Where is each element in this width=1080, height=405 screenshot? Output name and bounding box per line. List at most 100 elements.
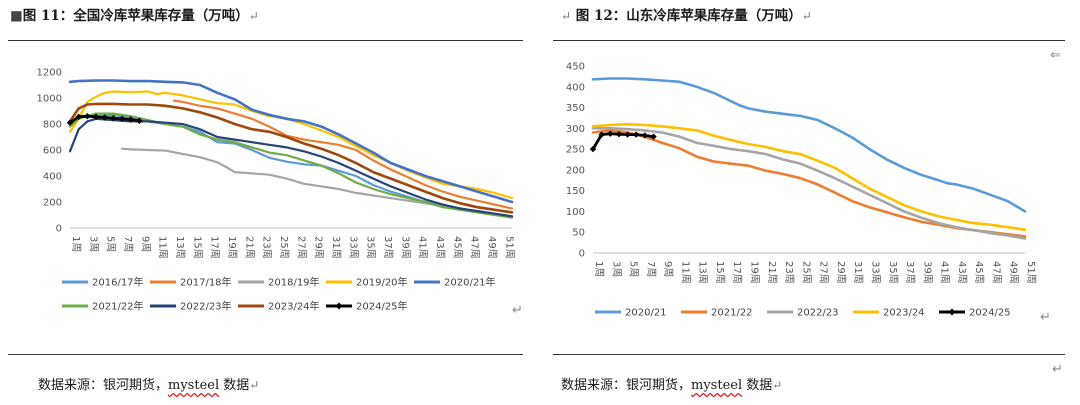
- chart-title-shandong-text: 图 12：山东冷库苹果库存量（万吨）: [575, 8, 802, 24]
- series-line: [591, 122, 1027, 231]
- x-tick-label: 21周: [766, 261, 778, 284]
- chart-shandong-svg: 0 50 100 150 200 250 300 350 400 450 1周 3周 5周 7周 9周 11周…: [566, 62, 1037, 319]
- source-tail: 数据: [223, 378, 250, 393]
- x-tick-label: 17周: [731, 261, 743, 284]
- y-tick-label: 350: [566, 103, 585, 114]
- y-tick-label: 1200: [37, 68, 62, 79]
- series-line: [68, 102, 514, 214]
- x-tick-label: 45周: [451, 236, 463, 259]
- x-tick-label: 37周: [382, 236, 394, 259]
- series-line: [68, 79, 514, 204]
- x-tick-label: 43周: [434, 236, 446, 259]
- x-tick-label: 39周: [921, 261, 933, 284]
- series-line: [120, 147, 514, 218]
- y-tick-label: 400: [566, 82, 585, 93]
- source-brand: mysteel: [691, 378, 743, 393]
- return-mark-icon: ↵: [248, 9, 259, 23]
- x-tick-label: 25周: [800, 261, 812, 284]
- y-tick-label: 100: [566, 207, 585, 218]
- x-tick-label: 13周: [174, 236, 186, 259]
- x-tick-label: 5周: [105, 236, 117, 252]
- y-tick-label: 200: [566, 165, 585, 176]
- x-tick-label: 9周: [662, 261, 674, 277]
- legend-label: 2021/22年: [92, 300, 144, 313]
- x-tick-label: 7周: [645, 261, 657, 277]
- x-tick-label: 27周: [818, 261, 830, 284]
- x-tick-label: 41周: [939, 261, 951, 284]
- series-marker: [84, 113, 91, 120]
- legend-label: 2022/23年: [180, 300, 232, 313]
- x-tick-label: 11周: [157, 236, 169, 259]
- series-line: [591, 127, 1027, 240]
- series-marker: [136, 117, 143, 124]
- square-bullet-icon: ■: [10, 8, 23, 24]
- legend-label: 2016/17年: [92, 276, 144, 289]
- bottom-rule: [8, 354, 523, 355]
- top-rule: [8, 40, 523, 41]
- x-tick-label: 31周: [330, 236, 342, 259]
- y-tick-label: 1000: [37, 94, 62, 105]
- return-mark-icon: ↵: [1040, 310, 1051, 325]
- x-tick-label: 23周: [261, 236, 273, 259]
- chart-title-national-text: 图 11：全国冷库苹果库存量（万吨）: [22, 8, 249, 24]
- x-tick-label: 29周: [313, 236, 325, 259]
- legend-label: 2018/19年: [268, 276, 320, 289]
- return-mark-icon: ↵: [801, 9, 812, 23]
- y-tick-label: 0: [579, 249, 585, 260]
- y-tick-label: 400: [43, 172, 62, 183]
- x-tick-label: 47周: [469, 236, 481, 259]
- x-tick-label: 7周: [122, 236, 134, 252]
- x-tick-label: 29周: [835, 261, 847, 284]
- x-tick-label: 43周: [956, 261, 968, 284]
- x-tick-label: 35周: [887, 261, 899, 284]
- legend-label: 2023/24: [883, 308, 925, 319]
- series-line: [68, 112, 514, 219]
- x-tick-label: 39周: [399, 236, 411, 259]
- return-mark-icon: ↵: [249, 378, 260, 392]
- x-tick-label: 15周: [191, 236, 203, 259]
- legend-label: 2020/21年: [444, 276, 496, 289]
- series-marker: [127, 116, 134, 123]
- x-tick-label: 15周: [714, 261, 726, 284]
- y-tick-label: 0: [56, 224, 62, 235]
- x-tick-label: 21周: [243, 236, 255, 259]
- y-tick-label: 450: [566, 62, 585, 73]
- x-tick-label: 5周: [628, 261, 640, 277]
- x-tick-label: 37周: [904, 261, 916, 284]
- x-tick-label: 19周: [226, 236, 238, 259]
- legend-label: 2020/21: [625, 308, 667, 319]
- x-tick-label: 45周: [973, 261, 985, 284]
- source-note-shandong: 数据来源：银河期货，mysteel 数据↵: [561, 374, 782, 393]
- series-marker: [633, 131, 640, 138]
- x-tick-label: 49周: [486, 236, 498, 259]
- legend-label: 2024/25年: [356, 300, 408, 313]
- x-tick-label: 3周: [87, 236, 99, 252]
- legend-marker: [948, 308, 956, 316]
- x-tick-label: 41周: [417, 236, 429, 259]
- legend-label: 2023/24年: [268, 300, 320, 313]
- x-tick-label: 1周: [70, 236, 82, 252]
- x-tick-label: 33周: [347, 236, 359, 259]
- x-tick-label: 51周: [1025, 261, 1037, 284]
- x-tick-label: 17周: [209, 236, 221, 259]
- top-rule: [553, 40, 1065, 41]
- series-marker: [641, 132, 649, 139]
- x-tick-label: 1周: [593, 261, 605, 277]
- x-tick-label: 27周: [295, 236, 307, 259]
- x-tick-label: 9周: [139, 236, 151, 252]
- side-arrow-icon: ⇐: [1050, 48, 1061, 63]
- legend-label: 2017/18年: [180, 276, 232, 289]
- return-mark-icon: ↵: [1052, 362, 1063, 377]
- x-tick-label: 35周: [365, 236, 377, 259]
- x-tick-label: 13周: [697, 261, 709, 284]
- y-tick-label: 600: [43, 146, 62, 157]
- source-text: 数据来源：银河期货，: [38, 378, 169, 393]
- series-marker: [75, 113, 82, 121]
- x-tick-label: 49周: [1008, 261, 1020, 284]
- series-marker: [110, 114, 117, 122]
- return-mark-icon: ↵: [772, 378, 783, 392]
- y-tick-label: 150: [566, 186, 585, 197]
- series-line: [591, 77, 1027, 213]
- series-marker: [118, 115, 126, 122]
- x-tick-label: 47周: [990, 261, 1002, 284]
